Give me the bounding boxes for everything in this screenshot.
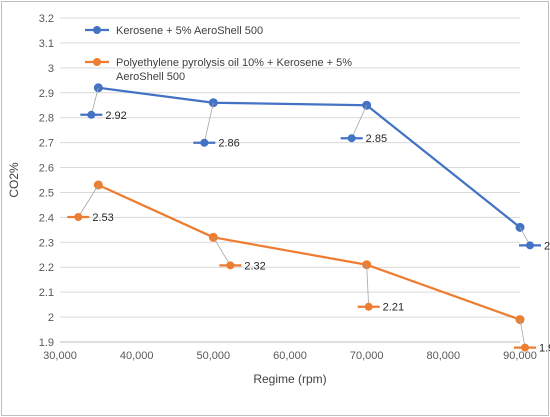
y-tick-label: 2.9 xyxy=(39,88,54,100)
label-key-marker xyxy=(74,212,83,221)
label-key-marker xyxy=(226,261,235,270)
y-tick-label: 2.3 xyxy=(39,237,54,249)
y-tick-label: 3 xyxy=(48,63,54,75)
data-label: 2.53 xyxy=(92,212,113,224)
y-tick-label: 2.6 xyxy=(39,163,54,175)
x-axis-title: Regime (rpm) xyxy=(253,372,326,386)
x-tick-label: 70,000 xyxy=(350,350,384,362)
x-tick-label: 90,000 xyxy=(503,350,537,362)
legend-label: Polyethylene pyrolysis oil 10% + Kerosen… xyxy=(116,57,352,69)
label-key-marker xyxy=(347,134,356,143)
label-leader-line xyxy=(203,102,214,143)
y-tick-label: 2.5 xyxy=(39,187,54,199)
legend-key-marker xyxy=(93,26,101,34)
series-line xyxy=(98,86,521,229)
data-label: 2.86 xyxy=(218,138,239,150)
label-key-marker xyxy=(364,302,373,311)
legend-key-marker xyxy=(93,58,101,66)
data-label: 2.21 xyxy=(383,302,404,314)
y-tick-label: 2.4 xyxy=(39,212,54,224)
label-key-marker xyxy=(87,110,96,119)
y-axis-title: CO2% xyxy=(7,162,21,198)
y-tick-label: 2.2 xyxy=(39,262,54,274)
label-leader-line xyxy=(366,264,370,307)
x-tick-label: 60,000 xyxy=(273,350,307,362)
y-tick-label: 2.1 xyxy=(39,287,54,299)
y-tick-label: 3.2 xyxy=(39,13,54,25)
data-label: 1.99 xyxy=(539,343,550,355)
legend-label: Kerosene + 5% AeroShell 500 xyxy=(116,25,263,37)
y-tick-label: 3.1 xyxy=(39,38,54,50)
y-tick-label: 2 xyxy=(48,312,54,324)
legend-label: AeroShell 500 xyxy=(116,71,185,83)
x-tick-label: 40,000 xyxy=(120,350,154,362)
data-label: 2.92 xyxy=(105,110,126,122)
label-leader-line xyxy=(519,319,526,348)
y-tick-label: 2.7 xyxy=(39,138,54,150)
data-label: 2.32 xyxy=(244,260,265,272)
data-label: 2.36 xyxy=(544,240,550,252)
label-key-marker xyxy=(200,138,209,147)
x-tick-label: 80,000 xyxy=(427,350,461,362)
label-leader-line xyxy=(90,87,99,115)
label-leader-line xyxy=(212,237,231,266)
data-label: 2.85 xyxy=(366,133,387,145)
x-tick-label: 30,000 xyxy=(43,350,77,362)
label-leader-line xyxy=(351,105,368,139)
y-tick-label: 2.8 xyxy=(39,113,54,125)
label-leader-line xyxy=(77,184,99,218)
x-tick-label: 50,000 xyxy=(197,350,231,362)
y-tick-label: 1.9 xyxy=(39,337,54,349)
label-key-marker xyxy=(521,343,529,352)
series-line xyxy=(97,183,521,321)
label-key-marker xyxy=(526,241,534,250)
